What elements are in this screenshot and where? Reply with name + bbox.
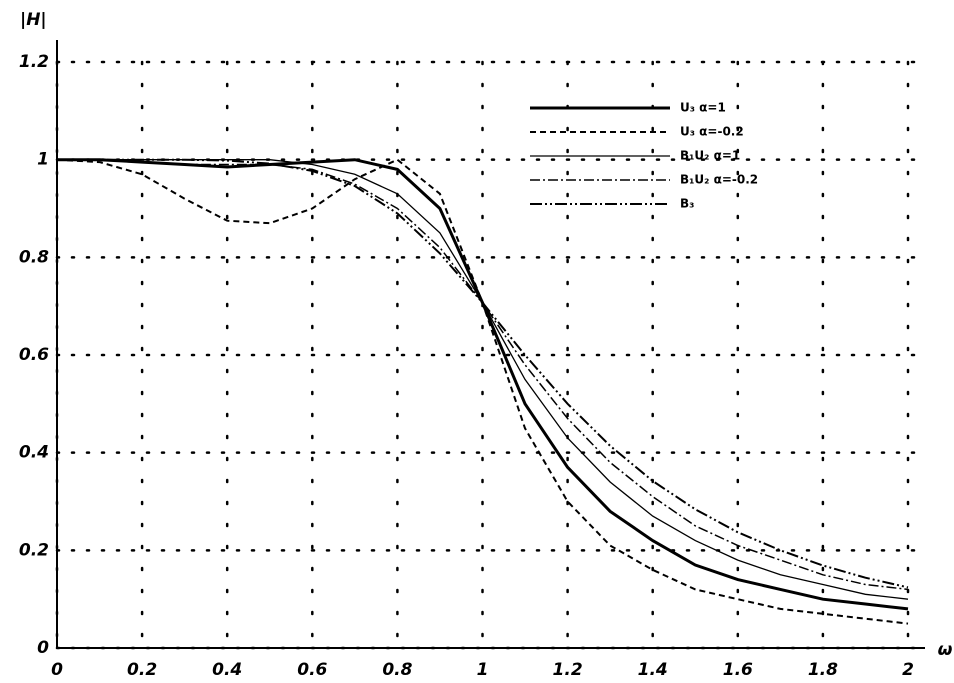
x-tick-label: 0 xyxy=(51,660,63,680)
y-tick-label: 0.2 xyxy=(19,540,49,560)
series-line xyxy=(57,158,909,589)
x-axis-label: ω xyxy=(938,640,953,660)
y-tick-label: 1 xyxy=(37,150,49,170)
x-tick-label: 0.2 xyxy=(127,660,157,680)
series-line xyxy=(57,159,909,600)
legend-label: U₃ α=-0.2 xyxy=(680,125,744,139)
x-tick-label: 0.6 xyxy=(297,660,327,680)
x-tick-label: 1 xyxy=(477,660,489,680)
x-tick-label: 1.4 xyxy=(638,660,668,680)
legend-label: U₃ α=1 xyxy=(680,101,726,115)
series-line xyxy=(57,158,909,611)
x-tick-label: 1.2 xyxy=(553,660,583,680)
legend-label: B₃ xyxy=(680,197,694,211)
y-tick-label: 1.2 xyxy=(19,52,49,72)
x-tick-label: 0.8 xyxy=(382,660,412,680)
y-tick-label: 0.8 xyxy=(19,247,49,267)
x-tick-label: 1.8 xyxy=(808,660,838,680)
legend-label: B₁U₂ α=-0.2 xyxy=(680,173,758,187)
x-tick-label: 1.6 xyxy=(723,660,753,680)
y-axis-label: |H| xyxy=(20,10,47,30)
x-tick-label: 0.4 xyxy=(212,660,242,680)
x-tick-label: 2 xyxy=(902,660,914,680)
y-tick-label: 0.6 xyxy=(19,345,49,365)
legend-label: B₁U₂ α=1 xyxy=(680,149,740,163)
y-tick-label: 0 xyxy=(37,638,49,658)
y-tick-label: 0.4 xyxy=(19,443,49,463)
